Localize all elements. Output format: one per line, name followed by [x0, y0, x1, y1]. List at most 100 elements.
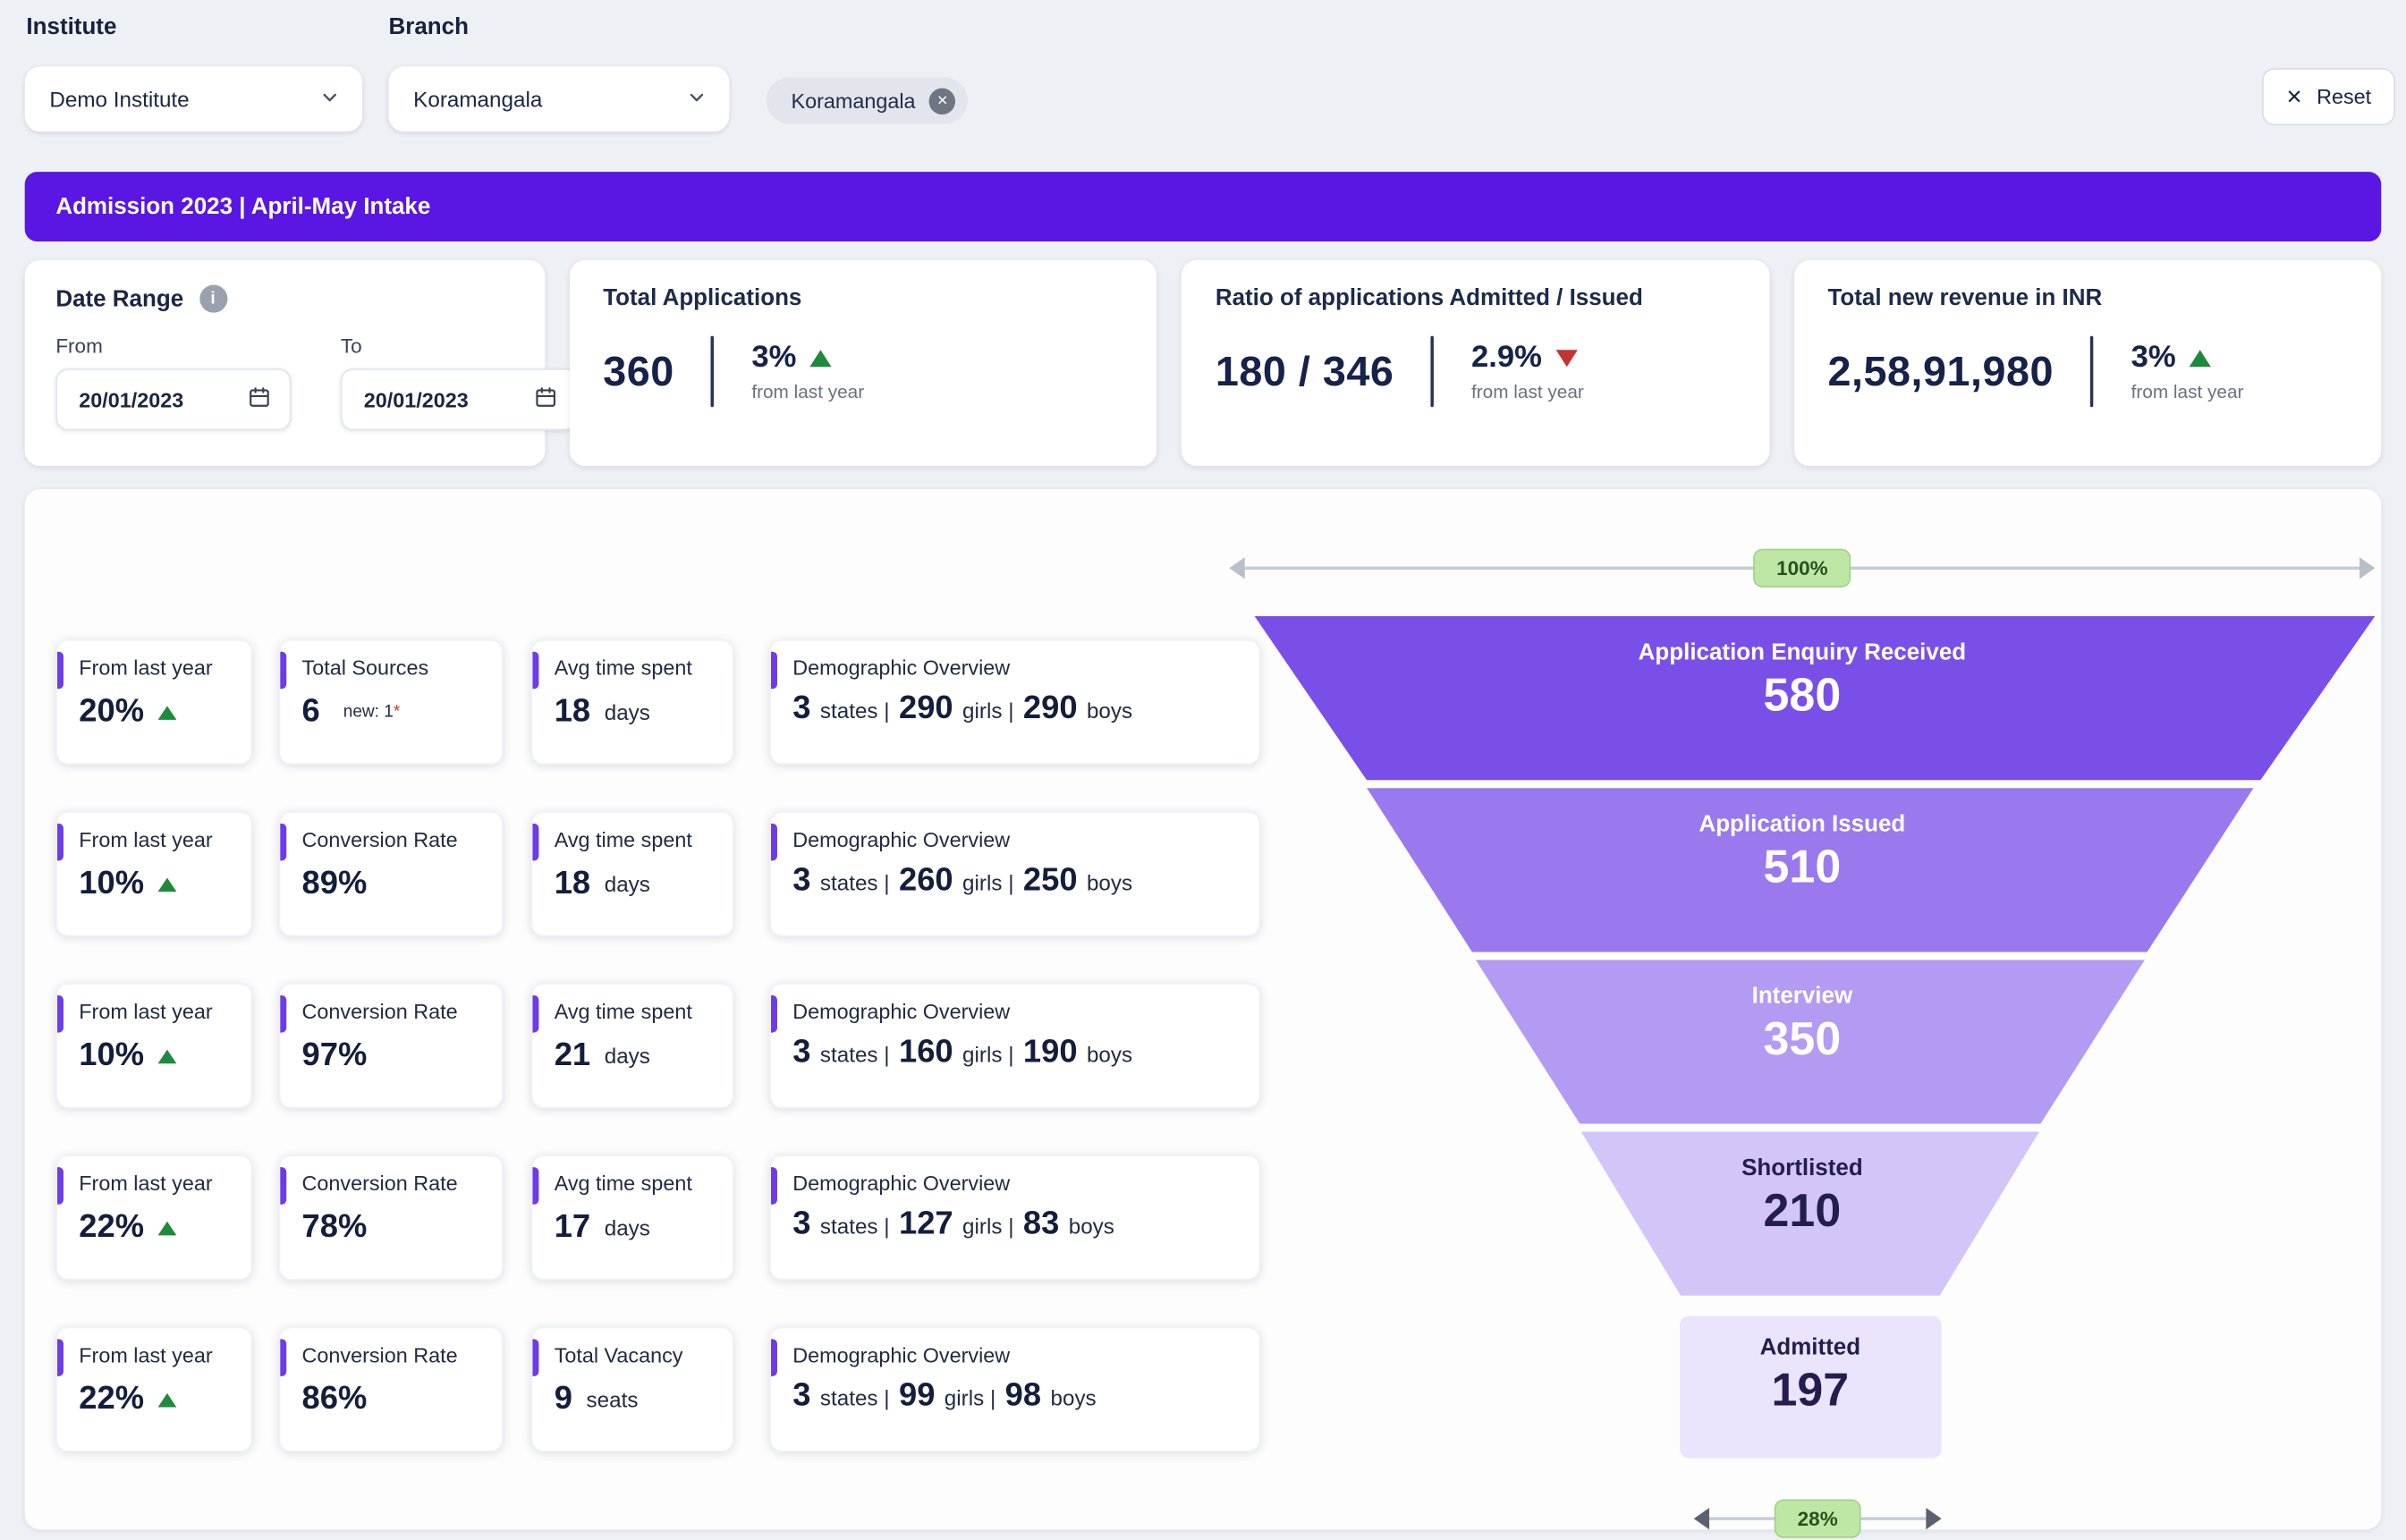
divider — [711, 335, 715, 408]
card-title: Demographic Overview — [792, 656, 1011, 680]
calendar-icon — [248, 385, 271, 413]
states-count: 3 — [792, 862, 811, 898]
slider-value-badge: 100% — [1753, 548, 1851, 588]
girls-label: girls | — [962, 1041, 1014, 1067]
card-unit: seats — [586, 1386, 639, 1412]
divider — [2090, 335, 2095, 408]
chevron-down-icon — [686, 86, 707, 112]
stat-value: 2,58,91,980 — [1827, 347, 2054, 394]
institute-select[interactable]: Demo Institute — [24, 66, 363, 132]
states-label: states | — [819, 1385, 890, 1410]
girls-count: 99 — [898, 1377, 936, 1414]
girls-count: 127 — [898, 1206, 953, 1242]
conversion-rate-card: Conversion Rate 86% — [278, 1326, 504, 1452]
institute-label: Institute — [26, 13, 117, 41]
stage-value: 350 — [1763, 1013, 1842, 1065]
girls-label: girls | — [944, 1385, 996, 1410]
girls-label: girls | — [962, 869, 1014, 895]
from-last-year-card: From last year 20% — [55, 639, 253, 766]
girls-label: girls | — [962, 1214, 1014, 1239]
states-count: 3 — [792, 1377, 811, 1414]
states-label: states | — [819, 1041, 890, 1067]
funnel-row: From last year 10% Conversion Rate 97% A… — [25, 960, 2382, 1131]
stat-note: from last year — [2131, 380, 2244, 403]
card-title: Total Vacancy — [554, 1343, 683, 1367]
card-value: 20% — [79, 693, 145, 730]
slider-right-handle[interactable] — [2359, 557, 2376, 580]
reset-label: Reset — [2317, 85, 2372, 109]
girls-count: 290 — [898, 690, 953, 726]
states-label: states | — [819, 698, 890, 723]
funnel-stage-interview[interactable]: Interview 350 — [1475, 960, 2145, 1124]
card-title: Conversion Rate — [301, 828, 458, 852]
slider-right-handle[interactable] — [1926, 1507, 1942, 1530]
to-date-input[interactable]: 20/01/2023 — [340, 368, 578, 431]
stat-delta: 3% — [2131, 340, 2176, 375]
funnel-chart: Application Enquiry Received 580 Applica… — [1229, 615, 2376, 1483]
card-title: From last year — [79, 1343, 213, 1367]
boys-count: 190 — [1022, 1034, 1078, 1070]
card-title: Conversion Rate — [301, 1343, 458, 1367]
card-title: From last year — [79, 1172, 213, 1196]
card-title: Demographic Overview — [792, 1172, 1011, 1196]
boys-label: boys — [1086, 869, 1133, 895]
states-count: 3 — [792, 1206, 811, 1242]
slider-value-badge: 28% — [1774, 1499, 1861, 1538]
stat-title: Ratio of applications Admitted / Issued — [1215, 284, 1643, 311]
states-count: 3 — [792, 1034, 811, 1070]
conversion-rate-card: Conversion Rate 97% — [278, 983, 504, 1109]
trend-up-icon — [157, 1392, 177, 1407]
avg-time-card: Avg time spent 17 days — [530, 1155, 734, 1281]
demographic-card: Demographic Overview 3 states | 127 girls |… — [769, 1155, 1261, 1281]
from-last-year-card: From last year 22% — [55, 1326, 253, 1452]
funnel-stage-application-enquiry-received[interactable]: Application Enquiry Received 580 — [1254, 615, 2376, 781]
from-last-year-card: From last year 10% — [55, 983, 253, 1109]
card-value: 9 — [554, 1381, 572, 1417]
from-last-year-card: From last year 22% — [55, 1155, 253, 1281]
intake-banner: Admission 2023 | April-May Intake — [24, 172, 2382, 242]
from-date-input[interactable]: 20/01/2023 — [55, 368, 292, 431]
reset-button[interactable]: ✕ Reset — [2261, 68, 2395, 126]
slider-left-handle[interactable] — [1229, 557, 1245, 580]
girls-count: 260 — [898, 862, 953, 898]
funnel-top-slider: 100% — [1229, 548, 2376, 588]
demographic-card: Demographic Overview 3 states | 160 girls |… — [769, 983, 1261, 1109]
stage-label: Interview — [1751, 983, 1853, 1010]
boys-count: 83 — [1022, 1206, 1060, 1242]
card-value: 22% — [79, 1208, 145, 1245]
stage-value: 210 — [1763, 1185, 1842, 1238]
card-unit: days — [604, 699, 650, 725]
date-range-title: Date Range — [55, 285, 184, 312]
funnel-stage-admitted[interactable]: Admitted 197 — [1679, 1316, 1941, 1459]
card-value: 18 — [554, 865, 591, 901]
chip-label: Koramangala — [791, 89, 916, 113]
trend-up-icon — [157, 705, 177, 720]
boys-count: 98 — [1004, 1377, 1042, 1414]
conversion-rate-card: Conversion Rate 89% — [278, 811, 504, 937]
trend-up-icon — [157, 1220, 177, 1235]
institute-select-value: Demo Institute — [49, 86, 190, 112]
card-value: 6 — [301, 693, 320, 730]
stage-label: Application Issued — [1699, 811, 1906, 838]
boys-label: boys — [1050, 1385, 1097, 1410]
card-value: 86% — [301, 1381, 368, 1417]
stage-value: 580 — [1763, 670, 1842, 722]
card-title: Demographic Overview — [792, 1000, 1011, 1024]
info-icon[interactable]: i — [199, 284, 227, 313]
avg-time-card: Avg time spent 18 days — [530, 639, 734, 766]
trend-up-icon — [2190, 350, 2212, 368]
funnel-stage-shortlisted[interactable]: Shortlisted 210 — [1580, 1131, 2040, 1296]
funnel-row: From last year 22% Conversion Rate 78% A… — [25, 1131, 2382, 1303]
slider-left-handle[interactable] — [1693, 1507, 1710, 1530]
conversion-rate-card: Conversion Rate 78% — [278, 1155, 504, 1281]
branch-label: Branch — [388, 13, 469, 41]
chip-remove-icon[interactable]: ✕ — [929, 87, 956, 114]
card-value: 78% — [301, 1208, 368, 1245]
card-title: Conversion Rate — [301, 1000, 458, 1024]
branch-select[interactable]: Koramangala — [388, 66, 730, 132]
stat-delta: 2.9% — [1470, 340, 1542, 375]
funnel-stage-application-issued[interactable]: Application Issued 510 — [1367, 788, 2254, 952]
from-date-value: 20/01/2023 — [79, 387, 184, 411]
funnel-panel: 100% From last year 20% Total Sources 6 n… — [24, 488, 2382, 1538]
card-title: Demographic Overview — [792, 828, 1011, 852]
